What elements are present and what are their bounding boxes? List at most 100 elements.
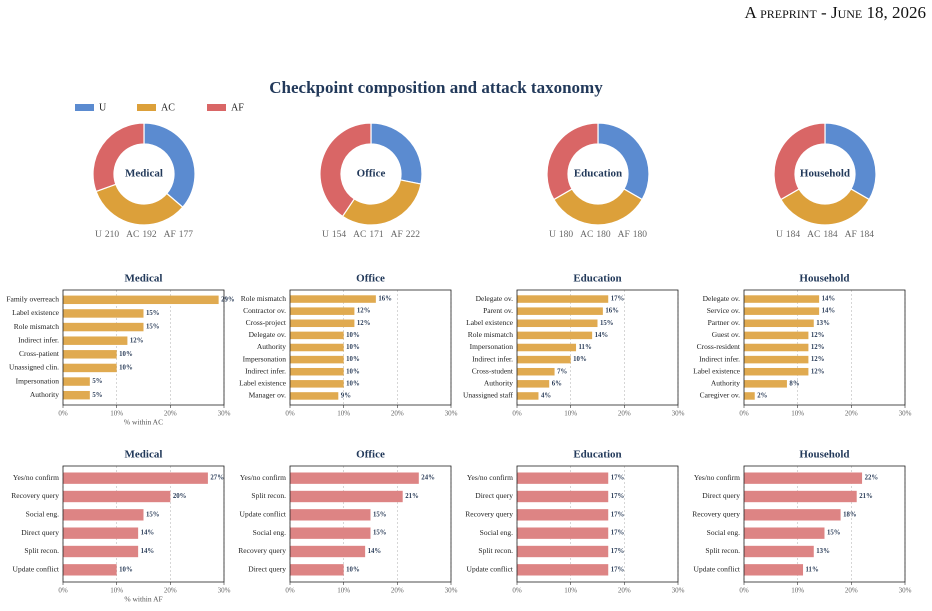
x-tick-label: 0%	[58, 587, 68, 595]
x-tick-label: 0%	[285, 587, 295, 595]
donut-caption: U 180 AC 180 AF 180	[549, 230, 647, 240]
category-label: Guest ov.	[712, 330, 740, 339]
x-tick-label: 10%	[564, 587, 577, 595]
legend-label: AC	[161, 102, 175, 113]
value-label: 20%	[173, 493, 187, 500]
donut-slice	[319, 122, 372, 218]
value-label: 29%	[221, 296, 235, 303]
x-tick-label: 20%	[391, 587, 404, 595]
figure-title: Checkpoint composition and attack taxono…	[269, 78, 603, 97]
value-label: 6%	[552, 380, 562, 387]
category-label: Split recon.	[478, 546, 513, 555]
value-label: 12%	[811, 332, 825, 339]
bar	[63, 564, 117, 576]
category-label: Role mismatch	[14, 322, 59, 331]
x-tick-label: 0%	[739, 587, 749, 595]
bar	[290, 319, 355, 328]
x-tick-label: 10%	[337, 410, 350, 418]
caption-value: 177	[179, 230, 194, 240]
value-label: 16%	[378, 296, 392, 303]
bar	[63, 509, 144, 521]
bar	[744, 367, 809, 376]
category-label: Update conflict	[694, 565, 741, 574]
category-label: Cross-student	[472, 366, 514, 375]
category-label: Label existence	[239, 379, 287, 388]
x-tick-label: 30%	[899, 410, 912, 418]
category-label: Impersonation	[243, 354, 287, 363]
x-axis-label: % within AF	[124, 595, 162, 604]
value-label: 13%	[816, 320, 830, 327]
value-label: 14%	[822, 296, 836, 303]
x-tick-label: 10%	[791, 410, 804, 418]
category-label: Social eng.	[26, 510, 59, 519]
donut-slice	[824, 122, 877, 201]
value-label: 10%	[346, 344, 360, 351]
bar	[63, 309, 144, 318]
category-label: Direct query	[248, 565, 286, 574]
legend-label: U	[99, 102, 107, 113]
bar	[290, 545, 366, 558]
bar	[63, 390, 90, 400]
value-label: 14%	[141, 530, 155, 537]
bar	[517, 331, 593, 340]
donut-title: Household	[800, 168, 850, 180]
bar	[517, 380, 550, 388]
donut-slice	[597, 122, 650, 201]
category-label: Impersonation	[16, 376, 60, 385]
value-label: 21%	[859, 493, 873, 500]
caption-value: 192	[142, 230, 157, 240]
caption-value: 154	[332, 230, 347, 240]
plot-frame	[743, 465, 906, 583]
bar	[290, 509, 371, 521]
legend-swatch	[137, 104, 156, 111]
value-label: 15%	[146, 324, 160, 331]
bar	[517, 367, 555, 376]
value-label: 10%	[346, 368, 360, 375]
value-label: 14%	[368, 548, 382, 555]
x-tick-label: 0%	[512, 587, 522, 595]
value-label: 15%	[600, 320, 614, 327]
value-label: 17%	[611, 530, 625, 537]
category-label: Manager ov.	[249, 391, 287, 400]
x-tick-label: 30%	[218, 587, 231, 595]
bar	[63, 295, 219, 305]
bar	[744, 564, 804, 576]
caption-category: AC	[353, 230, 366, 240]
x-tick-label: 20%	[845, 587, 858, 595]
category-label: Update conflict	[467, 565, 514, 574]
category-label: Update conflict	[13, 565, 60, 574]
category-label: Yes/no confirm	[240, 473, 286, 482]
bar	[290, 564, 344, 576]
panel-title: Office	[356, 449, 385, 461]
value-label: 12%	[811, 344, 825, 351]
x-tick-label: 0%	[58, 410, 68, 418]
bar	[744, 527, 825, 539]
value-label: 12%	[357, 308, 371, 315]
category-label: Unassigned clin.	[9, 363, 59, 372]
value-label: 5%	[92, 392, 102, 399]
bar	[63, 363, 117, 373]
value-label: 17%	[611, 548, 625, 555]
caption-value: 180	[633, 230, 648, 240]
category-label: Social eng.	[707, 528, 740, 537]
bar	[517, 295, 609, 303]
donut-title: Medical	[125, 168, 163, 180]
value-label: 10%	[346, 332, 360, 339]
caption-value: 184	[786, 230, 801, 240]
panel-title: Office	[356, 273, 385, 285]
plot-frame	[516, 465, 679, 583]
panel-title: Education	[573, 273, 621, 285]
bar	[517, 319, 598, 328]
bar	[290, 392, 339, 400]
category-label: Caregiver ov.	[700, 391, 740, 400]
category-label: Social eng.	[253, 528, 286, 537]
bar	[517, 527, 609, 539]
category-label: Role mismatch	[241, 294, 286, 303]
bar	[517, 564, 609, 576]
value-label: 15%	[146, 511, 160, 518]
plot-frame	[743, 289, 906, 406]
category-label: Authority	[30, 390, 59, 399]
bar	[744, 380, 787, 388]
caption-category: U	[322, 230, 329, 240]
